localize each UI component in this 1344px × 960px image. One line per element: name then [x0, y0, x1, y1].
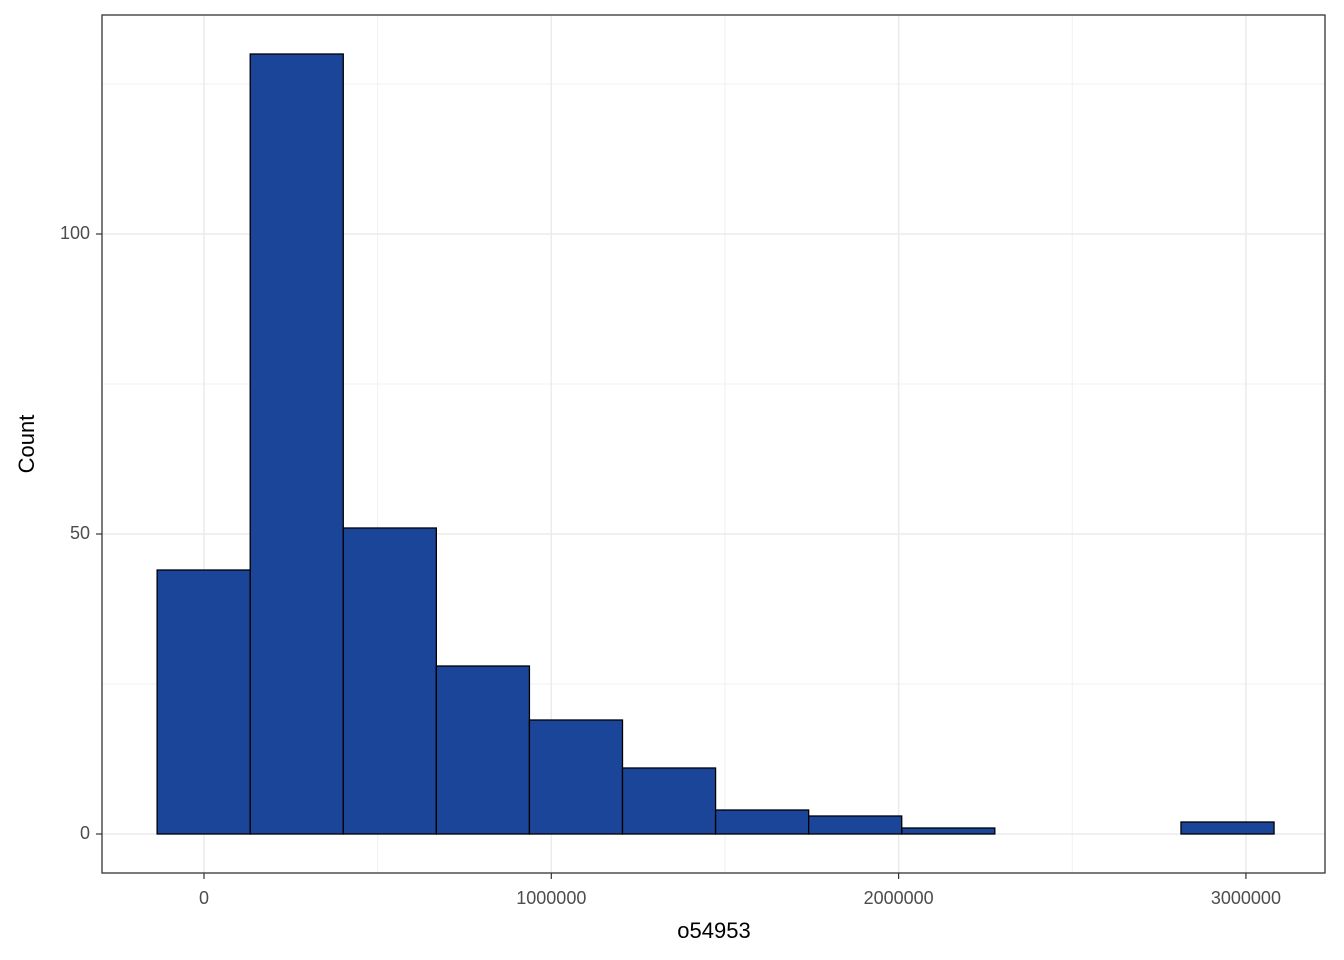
- panel-border: [101, 14, 1326, 874]
- x-tick-label: 2000000: [864, 888, 934, 908]
- bar: [621, 767, 717, 835]
- y-tick-label: 100: [60, 223, 90, 243]
- bar: [528, 719, 624, 835]
- bar: [808, 815, 903, 835]
- y-tick-label: 50: [70, 523, 90, 543]
- x-tick-label: 0: [199, 888, 209, 908]
- bar: [342, 527, 438, 835]
- bar: [156, 569, 251, 835]
- bar: [249, 53, 344, 835]
- bar: [1180, 821, 1275, 835]
- bar: [714, 809, 810, 835]
- bar: [435, 665, 531, 835]
- y-tick-label: 0: [80, 823, 90, 843]
- x-tick-label: 3000000: [1211, 888, 1281, 908]
- bar: [901, 827, 996, 835]
- x-axis-label: o54953: [677, 918, 750, 943]
- y-axis-label: Count: [14, 415, 39, 474]
- x-tick-label: 1000000: [516, 888, 586, 908]
